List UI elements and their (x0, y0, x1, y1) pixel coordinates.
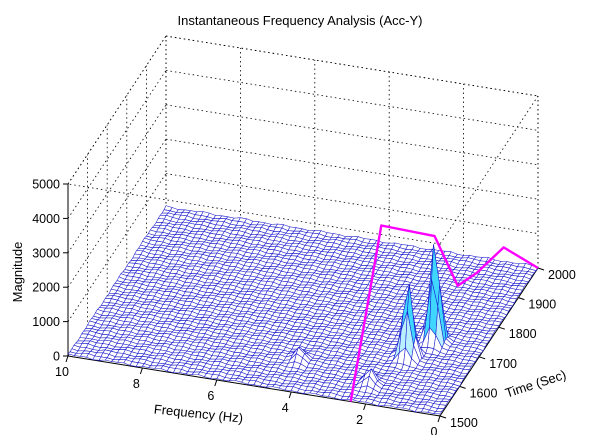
y-tick-label: 1600 (470, 386, 498, 400)
y-tick-label: 1700 (489, 357, 517, 371)
x-tick-mark (288, 391, 292, 399)
x-tick-mark (437, 415, 441, 423)
y-tick-mark (439, 415, 447, 419)
x-tick-label: 8 (133, 377, 140, 391)
series-line (349, 224, 539, 402)
z-tick-label: 4000 (32, 212, 60, 226)
grid-line (67, 35, 167, 185)
y-tick-mark (537, 267, 545, 271)
grid-line (165, 35, 539, 97)
x-tick-mark (214, 379, 218, 387)
x-tick-label: 0 (431, 425, 438, 435)
y-axis-label: Time (Sec) (503, 367, 568, 401)
grid-line (439, 95, 539, 245)
z-tick-label: 5000 (32, 178, 60, 192)
x-axis-label: Frequency (Hz) (153, 401, 244, 425)
x-tick-label: 6 (207, 389, 214, 403)
grid-line (165, 104, 539, 166)
grid-line (165, 138, 539, 200)
x-tick-mark (65, 355, 69, 363)
y-axis-line (439, 267, 539, 417)
surface-mesh (67, 205, 539, 415)
mesh-cell (433, 410, 443, 415)
grid-line (67, 70, 167, 219)
chart-title: Instantaneous Frequency Analysis (Acc-Y) (178, 13, 423, 28)
y-tick-label: 1500 (450, 416, 478, 430)
y-tick-mark (498, 326, 505, 330)
x-tick-label: 10 (55, 365, 69, 379)
grid-line (67, 35, 167, 185)
z-tick-label: 2000 (32, 281, 60, 295)
overlay-lines (349, 224, 539, 402)
x-tick-label: 4 (282, 401, 289, 415)
x-tick-mark (139, 367, 143, 375)
y-tick-label: 1800 (509, 327, 537, 341)
z-tick-label: 3000 (32, 246, 60, 260)
y-tick-label: 1900 (528, 298, 556, 312)
x-tick-mark (363, 403, 367, 411)
grid-line (165, 70, 539, 131)
z-tick-label: 1000 (32, 315, 60, 329)
z-tick-label: 0 (53, 350, 60, 364)
y-tick-mark (459, 385, 466, 389)
y-tick-label: 2000 (548, 268, 576, 282)
y-tick-mark (518, 297, 525, 301)
y-tick-mark (479, 356, 486, 360)
x-tick-label: 2 (356, 413, 363, 427)
tick-labels: 0 1000 2000 3000 4000 5000 0 2 4 6 8 10 1500 1600 1700… (32, 178, 576, 435)
z-axis-label: Magnitude (10, 242, 25, 303)
